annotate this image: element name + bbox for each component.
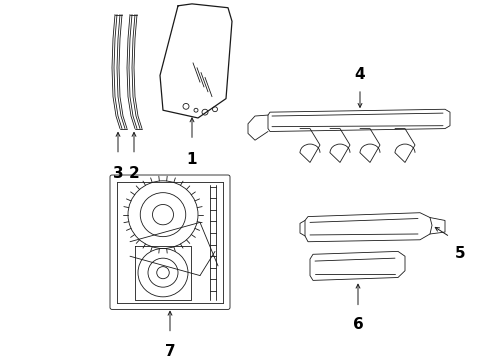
Text: 1: 1: [187, 152, 197, 167]
Text: 6: 6: [353, 317, 364, 332]
Text: 4: 4: [355, 67, 366, 82]
Text: 5: 5: [455, 246, 466, 261]
Text: 3: 3: [113, 166, 123, 181]
Text: 2: 2: [128, 166, 139, 181]
Text: 7: 7: [165, 344, 175, 359]
